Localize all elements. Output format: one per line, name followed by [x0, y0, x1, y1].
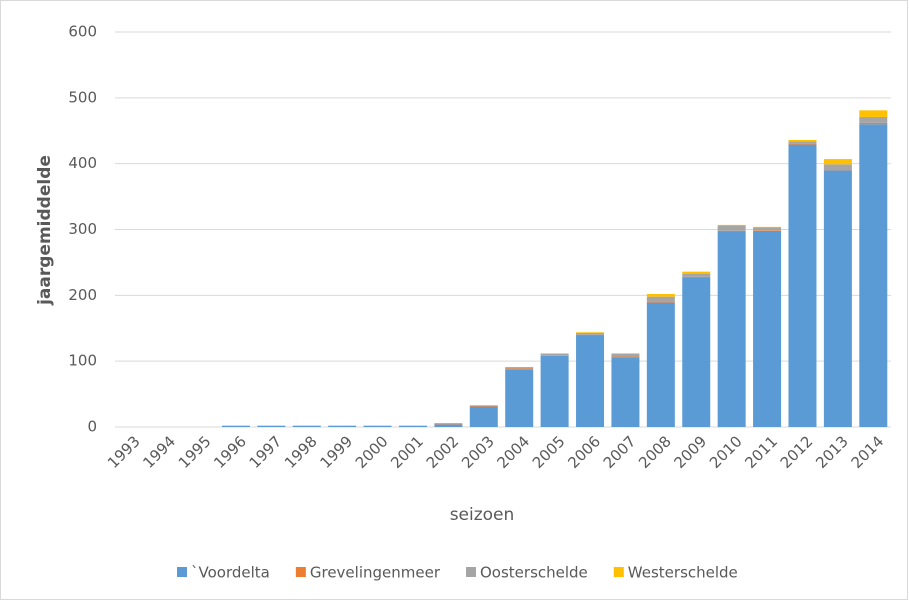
- legend-label: Westerschelde: [628, 564, 738, 582]
- bar-segment: [717, 230, 746, 232]
- x-axis-label: seizoen: [450, 505, 515, 525]
- bar-segment: [753, 230, 782, 231]
- bar-segment: [646, 296, 675, 302]
- bar-segment: [611, 353, 640, 357]
- bar-segment: [859, 110, 888, 117]
- bar-segment: [682, 276, 711, 278]
- bar-segment: [434, 423, 463, 425]
- bar-segment: [717, 225, 746, 231]
- legend-swatch: [295, 567, 306, 577]
- bar-segment: [469, 406, 498, 427]
- y-tick-label: 500: [68, 88, 97, 106]
- bar-segment: [646, 294, 675, 297]
- bar-segment: [788, 143, 817, 145]
- bar-segment: [505, 368, 534, 370]
- bar-segment: [434, 424, 463, 427]
- bar-segment: [682, 277, 711, 427]
- bar-segment: [576, 335, 605, 427]
- legend-label: Oosterschelde: [480, 564, 588, 582]
- y-tick-label: 400: [68, 154, 97, 172]
- bar-segment: [788, 144, 817, 427]
- legend-swatch: [466, 567, 476, 577]
- bar-segment: [576, 334, 605, 336]
- bar-segment: [540, 355, 569, 427]
- bar-segment: [611, 356, 640, 358]
- bar-segment: [611, 357, 640, 427]
- bar-segment: [859, 122, 888, 125]
- bar-segment: [753, 230, 782, 427]
- bar-segment: [788, 141, 817, 144]
- bar-segment: [328, 425, 357, 427]
- legend-label: Grevelingenmeer: [310, 564, 441, 582]
- bar-segment: [823, 159, 852, 165]
- bar-segment: [717, 224, 746, 226]
- bar-segment: [505, 367, 534, 369]
- bar-segment: [646, 301, 675, 303]
- y-tick-label: 0: [87, 418, 97, 436]
- legend-swatch: [613, 567, 624, 577]
- bar-segment: [540, 353, 569, 356]
- bar-segment: [611, 353, 640, 354]
- bar-segment: [398, 425, 427, 427]
- bar-segment: [682, 273, 711, 277]
- y-tick-label: 300: [68, 220, 97, 238]
- bar-segment: [292, 425, 321, 427]
- bar-segment: [859, 116, 888, 123]
- bar-segment: [788, 139, 817, 142]
- bar-segment: [221, 425, 250, 427]
- legend-label: `Voordelta: [191, 564, 270, 582]
- bar-segment: [823, 170, 852, 427]
- y-axis-label: jaargemiddelde: [35, 155, 55, 306]
- bar-segment: [682, 271, 711, 274]
- bar-segment: [646, 302, 675, 427]
- bar-segment: [363, 425, 392, 427]
- bar-segment: [717, 231, 746, 427]
- bar-segment: [540, 353, 569, 354]
- bar-segment: [753, 227, 782, 231]
- bar-segment: [505, 369, 534, 427]
- bar-segment: [576, 332, 605, 333]
- bar-segment: [823, 169, 852, 171]
- bar-segment: [823, 164, 852, 170]
- bar-segment: [257, 425, 286, 427]
- bar-segment: [469, 405, 498, 407]
- bar-segment: [434, 423, 463, 424]
- bar-segment: [540, 355, 569, 356]
- bar-segment: [859, 124, 888, 428]
- bar-segment: [469, 405, 498, 406]
- y-tick-label: 600: [68, 23, 97, 41]
- y-tick-label: 100: [68, 352, 97, 370]
- y-tick-label: 200: [68, 286, 97, 304]
- bar-segment: [753, 226, 782, 228]
- bar-segment: [576, 332, 605, 335]
- legend-swatch: [177, 567, 187, 577]
